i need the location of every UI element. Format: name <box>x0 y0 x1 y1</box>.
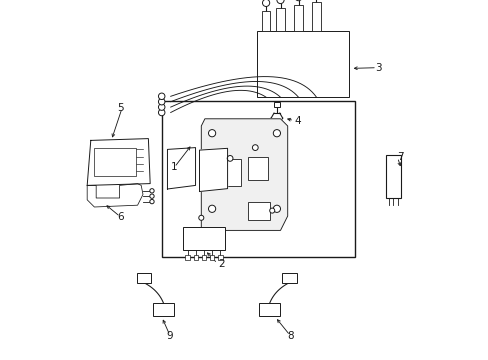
Circle shape <box>227 156 232 161</box>
Text: 7: 7 <box>396 152 403 162</box>
Circle shape <box>294 0 302 1</box>
Text: 1: 1 <box>171 162 177 172</box>
Circle shape <box>273 205 280 212</box>
Bar <box>247 202 269 220</box>
Circle shape <box>158 99 164 105</box>
Bar <box>136 273 151 283</box>
Bar <box>294 5 302 31</box>
Polygon shape <box>87 184 142 207</box>
Circle shape <box>252 145 258 150</box>
Bar <box>193 255 198 260</box>
Polygon shape <box>167 148 195 189</box>
Bar <box>282 273 296 283</box>
Circle shape <box>149 194 154 198</box>
Circle shape <box>199 215 203 220</box>
Bar <box>219 159 241 186</box>
Circle shape <box>158 104 164 110</box>
Text: 9: 9 <box>166 330 173 341</box>
Bar <box>185 255 189 260</box>
Circle shape <box>149 189 154 193</box>
Bar <box>258 303 280 316</box>
Circle shape <box>276 0 284 4</box>
Circle shape <box>262 0 269 6</box>
Circle shape <box>273 130 280 137</box>
Circle shape <box>208 205 215 212</box>
Bar <box>273 102 279 107</box>
Text: 3: 3 <box>374 63 381 73</box>
Bar <box>94 148 136 176</box>
Bar <box>257 31 348 97</box>
Text: 4: 4 <box>294 116 301 126</box>
Bar <box>162 101 354 257</box>
Circle shape <box>158 93 164 100</box>
Bar <box>276 8 284 31</box>
Polygon shape <box>199 148 227 192</box>
Bar <box>385 155 400 198</box>
Circle shape <box>149 199 154 204</box>
Bar <box>183 227 224 250</box>
Text: 6: 6 <box>117 212 123 222</box>
Circle shape <box>208 130 215 137</box>
Bar <box>218 255 222 260</box>
Bar <box>152 303 174 316</box>
Bar <box>261 11 270 31</box>
Circle shape <box>269 208 274 213</box>
Polygon shape <box>201 119 287 230</box>
Bar <box>311 2 320 31</box>
Bar <box>247 157 267 180</box>
Bar <box>210 255 214 260</box>
Circle shape <box>158 109 164 116</box>
Text: 2: 2 <box>217 258 224 269</box>
Text: 8: 8 <box>286 330 293 341</box>
Text: 5: 5 <box>117 103 123 113</box>
Bar <box>202 255 206 260</box>
Polygon shape <box>87 139 150 185</box>
